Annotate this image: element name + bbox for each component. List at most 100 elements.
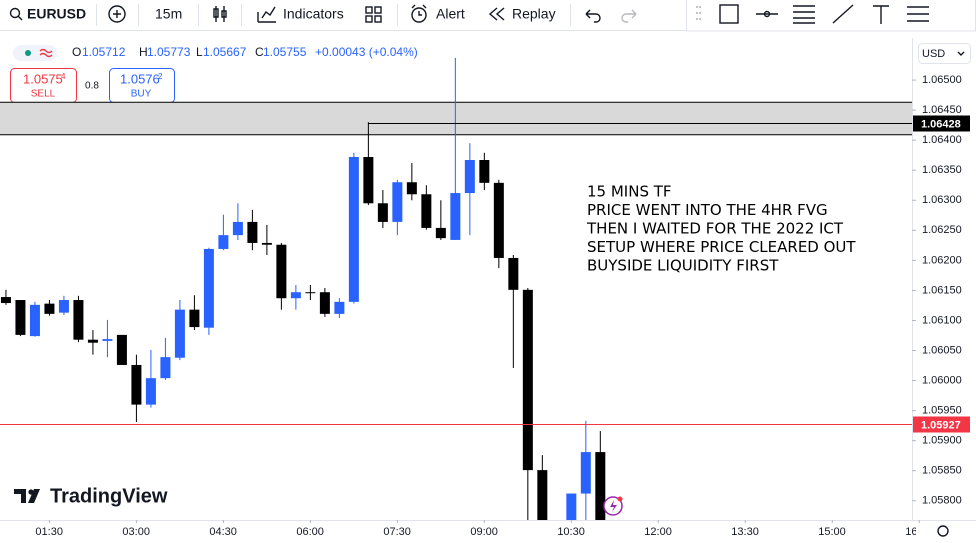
event-marker[interactable] — [603, 496, 623, 516]
drawing-tools — [686, 0, 976, 32]
y-tick-label: 1.05900 — [922, 435, 962, 447]
grid-icon — [374, 6, 382, 14]
event-dot — [617, 496, 623, 502]
layouts-button[interactable] — [365, 6, 382, 23]
symbol-search[interactable]: EURUSD — [9, 6, 87, 22]
candle-body — [218, 235, 229, 249]
annotation-line: SETUP WHERE PRICE CLEARED OUT — [587, 238, 856, 256]
interval[interactable]: 15m — [155, 6, 182, 22]
symbol: EURUSD — [27, 6, 86, 22]
redo-button[interactable] — [621, 9, 637, 23]
candle-body — [421, 194, 432, 228]
annotation-line: PRICE WENT INTO THE 4HR FVG — [587, 201, 828, 219]
pattern-tool[interactable] — [907, 6, 929, 22]
buy-button[interactable]: 1.0576 2 BUY — [109, 68, 175, 103]
logo-mark — [28, 489, 34, 495]
candle-body — [160, 357, 171, 379]
search-icon — [9, 7, 21, 19]
buy-label: BUY — [131, 89, 152, 100]
candle-body — [29, 304, 40, 337]
grid-icon — [374, 15, 382, 23]
y-tick-label: 1.06150 — [922, 284, 962, 296]
ohlc-value: 1.05773 — [147, 45, 191, 59]
alarm-icon — [411, 7, 427, 23]
ohlc-value: 1.05755 — [263, 45, 307, 59]
x-tick-label: 15:00 — [818, 526, 846, 538]
logo-mark — [14, 489, 40, 503]
candle-body — [102, 339, 113, 341]
replay-button[interactable]: Replay — [488, 6, 556, 22]
replay-icon — [488, 7, 505, 21]
candle-body — [334, 301, 345, 314]
y-tick-label: 1.06250 — [922, 224, 962, 236]
y-tick-label: 1.06300 — [922, 194, 962, 206]
x-tick-label: 07:30 — [383, 526, 411, 538]
indicators-button[interactable]: Indicators — [257, 6, 344, 23]
compare-button[interactable] — [108, 5, 126, 23]
sell-label: SELL — [31, 89, 56, 100]
time-axis — [0, 520, 976, 537]
candle-body — [174, 309, 185, 358]
rectangle-tool[interactable] — [719, 4, 739, 24]
search-icon — [17, 15, 23, 21]
x-tick-label: 01:30 — [35, 526, 63, 538]
candle-body — [305, 292, 316, 294]
x-tick-label: 03:00 — [122, 526, 150, 538]
ohlc-value: 1.05667 — [203, 45, 247, 59]
candle-body — [450, 193, 461, 240]
candle-body — [116, 334, 127, 365]
candle-body — [479, 160, 490, 183]
candle-body — [377, 203, 388, 222]
x-tick-label: 06:00 — [296, 526, 324, 538]
y-tick-label: 1.06200 — [922, 254, 962, 266]
logo: TradingView — [14, 485, 168, 507]
annotation-line: THEN I WAITED FOR THE 2022 ICT — [586, 220, 844, 238]
settings-button[interactable] — [937, 525, 949, 537]
undo-button[interactable] — [585, 9, 601, 23]
y-tick-label: 1.06400 — [922, 134, 962, 146]
price-level-label: 1.05927 — [921, 419, 961, 431]
ohlc-value: 1.05712 — [82, 45, 126, 59]
x-tick-label: 16 — [905, 526, 917, 538]
candle-body — [58, 300, 69, 313]
fib-tool[interactable] — [793, 5, 815, 24]
candle-body — [247, 221, 258, 243]
y-tick-label: 1.06100 — [922, 314, 962, 326]
sell-button[interactable]: 1.0575 4 SELL — [10, 68, 77, 103]
candle-body — [580, 452, 591, 494]
y-tick-label: 1.05950 — [922, 405, 962, 417]
plus-icon — [113, 10, 121, 18]
status-icon — [39, 48, 53, 58]
text-tool[interactable] — [873, 5, 889, 24]
x-tick-label: 13:30 — [731, 526, 759, 538]
replay-label: Replay — [512, 6, 556, 22]
candle-body — [131, 364, 142, 405]
plus-icon — [108, 5, 126, 23]
currency-button[interactable] — [918, 43, 971, 64]
ohlc-letter: L — [196, 45, 203, 59]
y-tick-label: 1.05850 — [922, 465, 962, 477]
sell-pip: 4 — [61, 72, 66, 81]
grid-icon — [365, 15, 373, 23]
price-level-tag — [913, 115, 970, 132]
candle-body — [435, 227, 446, 239]
chart-type-button[interactable] — [213, 6, 227, 22]
currency: USD — [922, 48, 945, 60]
x-tick-label: 10:30 — [557, 526, 585, 538]
indicators-label: Indicators — [283, 6, 344, 22]
annotation-line: BUYSIDE LIQUIDITY FIRST — [587, 257, 779, 275]
status-pill — [13, 45, 57, 61]
annotation-line: 15 MINS TF — [587, 183, 672, 201]
logo-text: TradingView — [50, 485, 168, 507]
x-tick-label: 04:30 — [209, 526, 237, 538]
candle-body — [276, 244, 287, 299]
candle-body — [537, 470, 548, 520]
candle-body — [363, 156, 374, 204]
candle-body — [145, 378, 156, 405]
alert-button[interactable]: Alert — [411, 4, 465, 23]
trendline-tool[interactable] — [832, 4, 854, 24]
candle-body — [203, 248, 214, 328]
status-dot — [25, 50, 31, 56]
